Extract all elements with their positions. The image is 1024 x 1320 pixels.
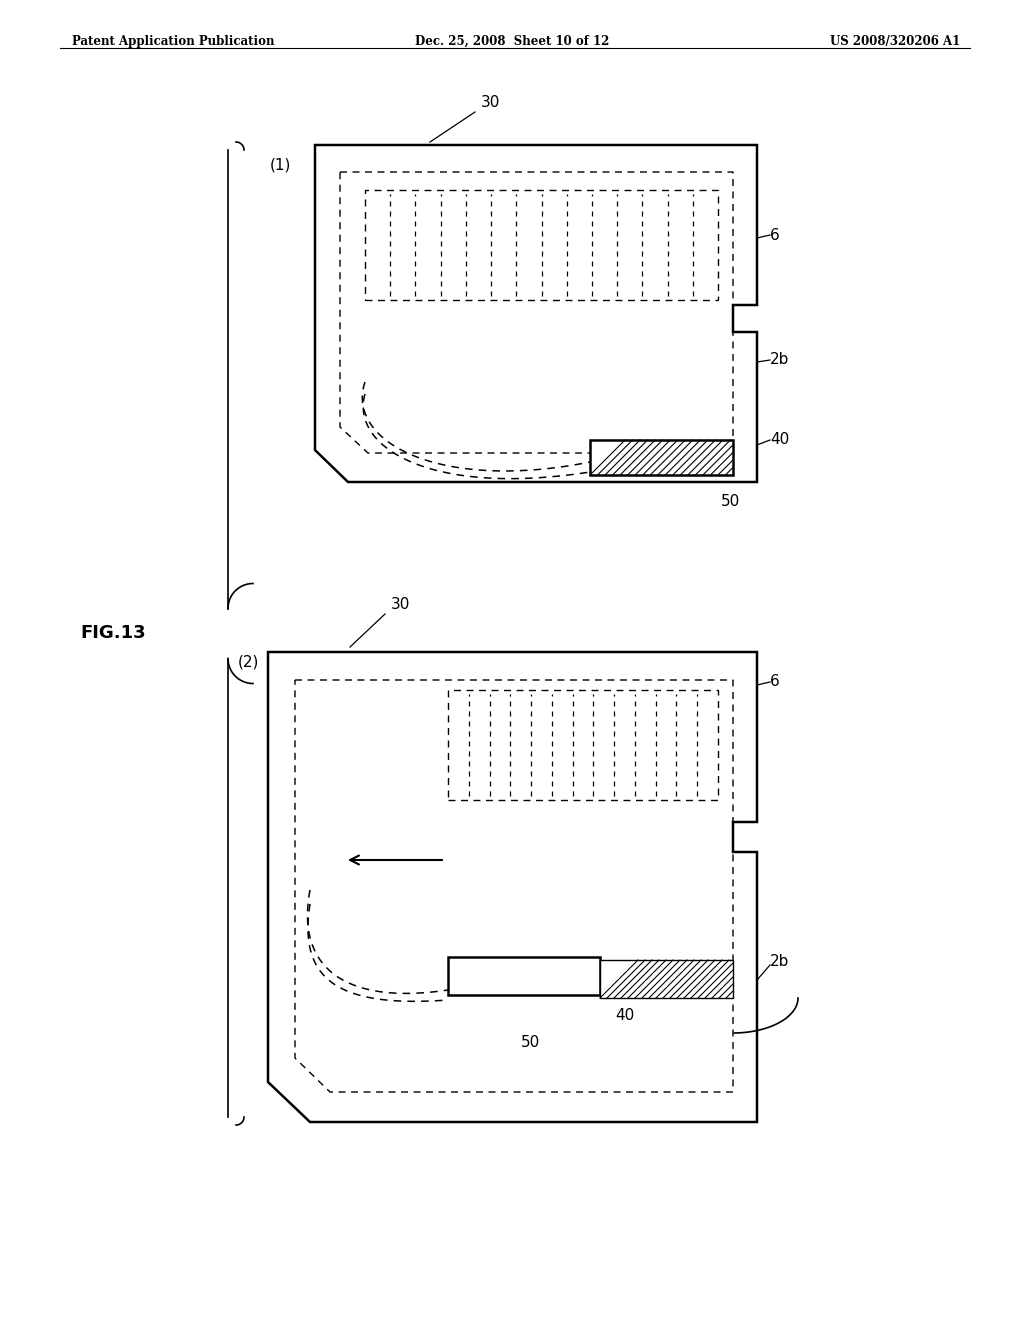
- Text: 30: 30: [390, 597, 410, 612]
- Text: 6: 6: [770, 675, 779, 689]
- Bar: [449, 690, 718, 800]
- Text: (1): (1): [270, 157, 292, 173]
- Text: Patent Application Publication: Patent Application Publication: [72, 36, 274, 48]
- Text: 2b: 2b: [770, 352, 790, 367]
- Text: Dec. 25, 2008  Sheet 10 of 12: Dec. 25, 2008 Sheet 10 of 12: [415, 36, 609, 48]
- Text: FIG.13: FIG.13: [80, 624, 145, 643]
- Bar: [590, 440, 733, 475]
- Text: 40: 40: [770, 433, 790, 447]
- Text: 6: 6: [770, 227, 779, 243]
- Text: 40: 40: [615, 1007, 634, 1023]
- Bar: [449, 957, 600, 995]
- Text: (2): (2): [238, 655, 259, 669]
- Text: 50: 50: [520, 1035, 540, 1049]
- Text: 30: 30: [480, 95, 500, 110]
- Text: 50: 50: [720, 494, 739, 510]
- Bar: [365, 190, 718, 300]
- Text: 2b: 2b: [770, 954, 790, 969]
- Text: US 2008/320206 A1: US 2008/320206 A1: [829, 36, 961, 48]
- Bar: [600, 960, 733, 998]
